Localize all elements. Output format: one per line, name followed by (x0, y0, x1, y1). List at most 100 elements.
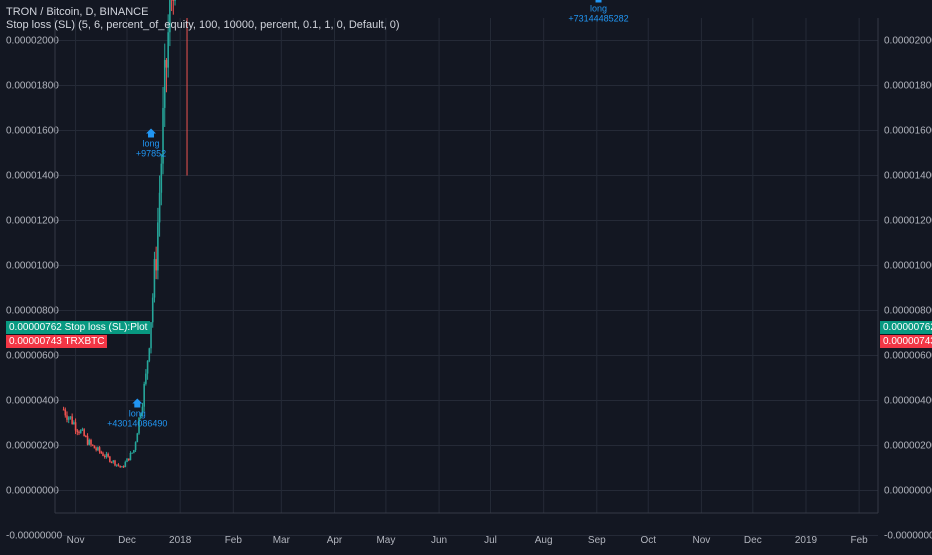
candle-body (95, 448, 97, 450)
y-tick-label-left: 0.00001600 (6, 126, 59, 137)
candle-body (141, 406, 144, 415)
y-tick-label-left: 0.00000400 (6, 396, 59, 407)
candle-body (105, 453, 108, 457)
x-tick-label: Feb (851, 535, 869, 546)
candle-body (110, 461, 113, 463)
candle-body (100, 451, 103, 454)
y-tick-label-left: 0.00000000 (6, 486, 59, 497)
last-price-tag-right: 0.00000743 (880, 335, 932, 348)
candle-body (131, 452, 133, 454)
candle-body (129, 453, 132, 461)
candle-body (90, 439, 92, 445)
candle-body (174, 0, 176, 1)
x-tick-label: Dec (118, 535, 136, 546)
candle-body (165, 59, 168, 68)
long-label: long (129, 409, 146, 419)
candle-body (172, 0, 175, 1)
candle-body (114, 460, 116, 466)
candle-body (143, 383, 145, 407)
candle-body (157, 222, 159, 271)
symbol-title: TRON / Bitcoin, D, BINANCE (6, 6, 149, 18)
candle-body (71, 416, 73, 425)
x-tick-label: Feb (225, 535, 243, 546)
candle-body (158, 192, 161, 223)
y-tick-label-right: 0.00001600 (884, 126, 932, 137)
y-tick-label-right: 0.00002000 (884, 36, 932, 47)
candle-body (146, 360, 149, 374)
candle-body (85, 436, 87, 438)
candle-body (155, 259, 157, 271)
long-label: long (590, 4, 607, 14)
stop-price-tag-right: 0.00000762 (880, 321, 932, 334)
y-tick-label-left: -0.00000000 (6, 531, 63, 542)
candle-body (79, 430, 82, 434)
long-label: long (143, 139, 160, 149)
y-tick-label-right: 0.00001400 (884, 171, 932, 182)
ticker-label: TRXBTC (64, 336, 105, 347)
last-price-value: 0.00000743 (9, 336, 62, 347)
long-arrow-icon (132, 398, 143, 408)
candle-body (115, 464, 118, 466)
candle-body (139, 414, 142, 418)
candle-body (109, 456, 111, 462)
candle-body (117, 464, 120, 466)
y-tick-label-right: 0.00000600 (884, 351, 932, 362)
y-tick-label-left: 0.00000200 (6, 441, 59, 452)
candle-body (145, 373, 147, 384)
candle-body (107, 453, 109, 457)
stop-label-text: Stop loss (SL):Plot (64, 322, 148, 333)
candle-body (62, 409, 65, 411)
candle-body (150, 322, 152, 349)
long-profit-label: +43014086490 (107, 419, 167, 429)
y-tick-label-left: 0.00002000 (6, 36, 59, 47)
y-tick-label-left: 0.00001000 (6, 261, 59, 272)
candle-body (148, 348, 151, 361)
study-title: Stop loss (SL) (5, 6, percent_of_equity,… (6, 19, 400, 31)
candle-body (86, 436, 89, 445)
long-arrow-icon (146, 128, 157, 138)
candle-body (78, 431, 80, 434)
y-tick-label-left: 0.00001400 (6, 171, 59, 182)
long-profit-label: +73144485282 (568, 14, 628, 24)
candle-body (153, 259, 156, 298)
y-tick-label-left: 0.00000800 (6, 306, 59, 317)
stop-price-tag-left: 0.00000762 Stop loss (SL):Plot (6, 321, 151, 334)
x-tick-label: Nov (692, 535, 710, 546)
stop-price-value: 0.00000762 (9, 322, 62, 333)
candle-body (163, 59, 166, 108)
candle-body (98, 447, 101, 452)
candle-body (121, 466, 123, 468)
long-arrow-icon (595, 0, 602, 3)
x-tick-label: Nov (67, 535, 85, 546)
last-price-tag-left: 0.00000743 TRXBTC (6, 335, 108, 348)
candle-body (138, 417, 140, 434)
y-tick-label-right: 0.00000200 (884, 441, 932, 452)
candle-body (103, 455, 106, 457)
candle-body (119, 465, 121, 467)
candle-body (126, 458, 128, 463)
candle-body (88, 439, 91, 445)
candle-body (151, 297, 154, 323)
candle-body (83, 429, 85, 437)
candle-body (97, 447, 99, 450)
y-tick-label-left: 0.00001200 (6, 216, 59, 227)
candle-body (93, 445, 96, 449)
y-tick-label-right: 0.00000400 (884, 396, 932, 407)
candle-body (133, 450, 135, 453)
x-tick-label: Jun (431, 535, 447, 546)
candle-body (136, 433, 139, 443)
y-tick-label-right: 0.00000800 (884, 306, 932, 317)
y-tick-label-right: 0.00001800 (884, 81, 932, 92)
candle-body (160, 163, 163, 193)
y-tick-label-left: 0.00001800 (6, 81, 59, 92)
candle-body (64, 409, 67, 416)
x-tick-label: Apr (327, 535, 343, 546)
candle-body (169, 0, 171, 33)
candle-body (69, 416, 72, 418)
candle-body (67, 417, 70, 420)
candle-body (102, 453, 104, 456)
candle-body (74, 422, 77, 431)
candle-body (124, 462, 127, 467)
